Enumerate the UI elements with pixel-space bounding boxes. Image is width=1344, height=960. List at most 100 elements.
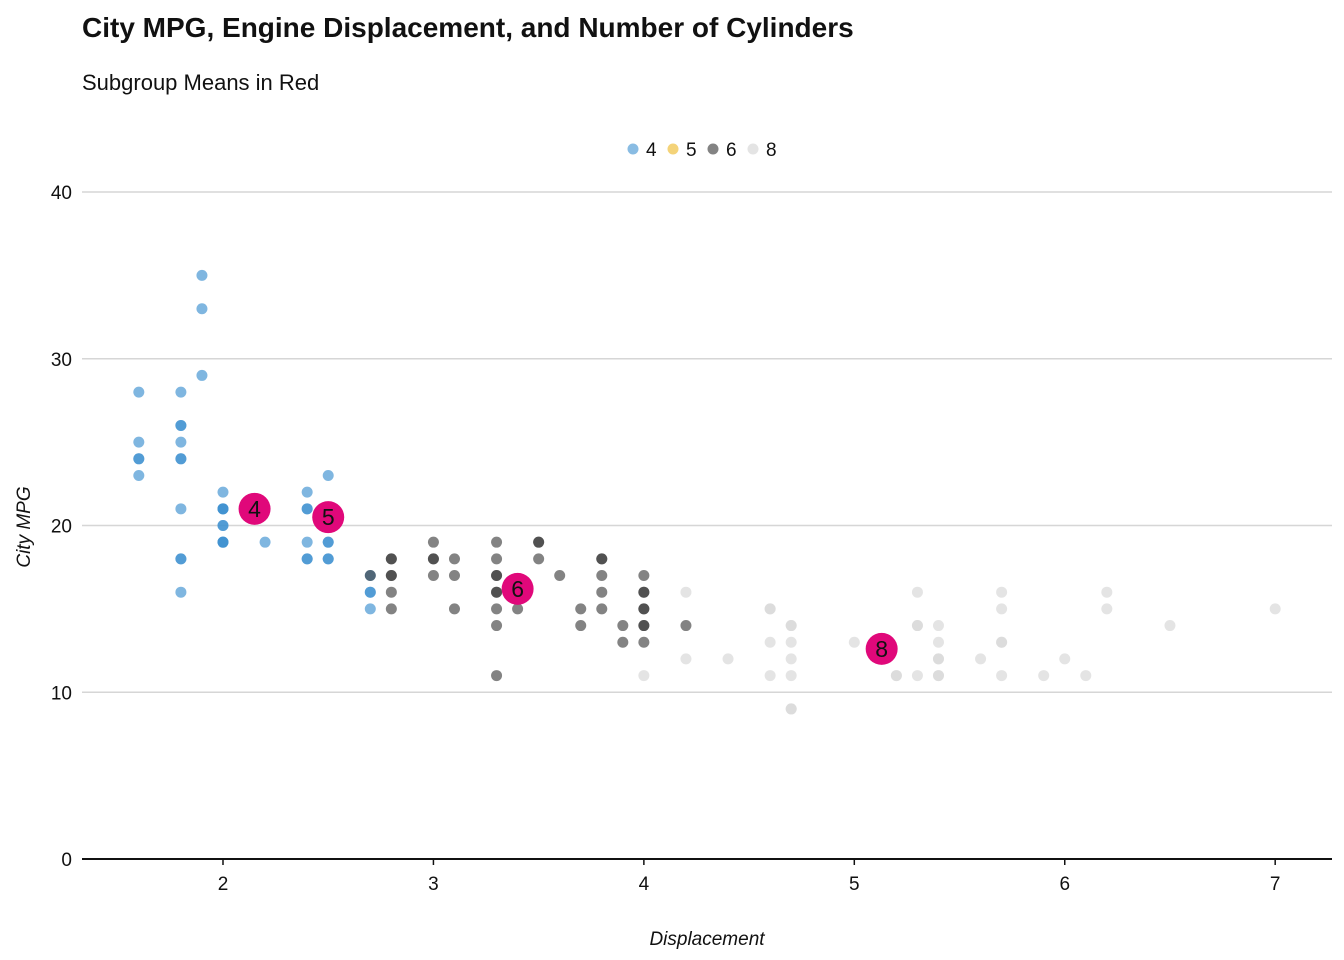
point-cyl6-7 (427, 536, 439, 548)
point-cyl4-32 (301, 536, 313, 548)
legend-swatch-5 (667, 143, 679, 155)
point-cyl6-15 (491, 553, 503, 565)
point-cyl6-33 (596, 603, 608, 615)
point-cyl8-2 (680, 653, 692, 665)
point-cyl8-33 (996, 636, 1008, 648)
point-cyl6-42 (638, 586, 650, 598)
x-tick-label-5: 5 (849, 874, 860, 895)
point-cyl4-28 (259, 536, 271, 548)
point-cyl8-22 (932, 620, 944, 632)
point-cyl4-21 (217, 503, 229, 515)
mean-marker-6 (501, 572, 534, 605)
point-cyl4-39 (322, 536, 334, 548)
point-cyl4-11 (175, 503, 187, 515)
point-cyl6-5 (385, 570, 397, 582)
legend-label-6: 6 (726, 140, 737, 161)
point-cyl8-38 (1101, 603, 1113, 615)
point-cyl6-20 (491, 670, 503, 682)
point-cyl4-17 (196, 369, 208, 381)
point-cyl6-34 (596, 553, 608, 565)
point-cyl8-3 (722, 653, 734, 665)
mean-marker-5 (312, 501, 345, 534)
x-tick-label-2: 2 (218, 874, 229, 895)
point-cyl6-18 (491, 603, 503, 615)
point-cyl6-12 (448, 570, 460, 582)
point-cyl6-23 (512, 603, 524, 615)
point-cyl4-4 (133, 469, 145, 481)
point-cyl8-28 (975, 653, 987, 665)
mean-marker-8 (865, 632, 898, 665)
x-axis-label: Displacement (649, 929, 765, 950)
point-cyl6-35 (617, 620, 629, 632)
point-cyl4-0 (133, 386, 145, 398)
point-cyl8-17 (890, 670, 902, 682)
point-cyl6-31 (596, 570, 608, 582)
legend-swatch-6 (707, 143, 719, 155)
y-tick-label-40: 40 (51, 183, 72, 204)
point-cyl4-31 (301, 503, 313, 515)
point-cyl4-14 (175, 586, 187, 598)
point-cyl8-37 (1101, 586, 1113, 598)
point-cyl8-0 (638, 670, 650, 682)
point-cyl8-36 (1080, 670, 1092, 682)
point-cyl6-21 (491, 570, 503, 582)
point-cyl6-45 (680, 620, 692, 632)
point-cyl6-9 (427, 553, 439, 565)
mean-label-5: 5 (322, 504, 335, 530)
point-cyl6-6 (385, 553, 397, 565)
point-cyl8-13 (785, 703, 797, 715)
chart-title: City MPG, Engine Displacement, and Numbe… (82, 12, 854, 43)
point-cyl6-10 (427, 570, 439, 582)
mean-marker-4 (238, 492, 271, 525)
point-cyl8-7 (764, 603, 776, 615)
point-cyl4-44 (364, 586, 376, 598)
point-cyl8-11 (785, 670, 797, 682)
subgroup-means: 4 5 6 8 (238, 492, 898, 665)
point-cyl4-5 (175, 386, 187, 398)
y-tick-label-10: 10 (51, 683, 72, 704)
mean-label-4: 4 (248, 496, 261, 522)
point-cyl6-41 (638, 636, 650, 648)
point-cyl6-32 (596, 586, 608, 598)
point-cyl8-30 (996, 603, 1008, 615)
x-tick-label-3: 3 (428, 874, 439, 895)
x-tick-label-7: 7 (1270, 874, 1281, 895)
point-cyl8-35 (1059, 653, 1071, 665)
point-cyl4-7 (175, 419, 187, 431)
point-cyl8-6 (764, 670, 776, 682)
point-cyl6-29 (575, 620, 587, 632)
grid-lines (82, 191, 1332, 693)
point-cyl4-10 (175, 453, 187, 465)
axes: 0 10 20 30 40 2 3 4 5 6 7 (51, 183, 1332, 895)
point-cyl6-28 (575, 603, 587, 615)
point-cyl4-29 (301, 486, 313, 498)
point-cyl8-27 (932, 670, 944, 682)
point-cyl8-34 (1038, 670, 1050, 682)
point-cyl6-37 (638, 570, 650, 582)
y-tick-label-20: 20 (51, 517, 72, 538)
point-cyl8-23 (932, 636, 944, 648)
point-cyl4-45 (364, 603, 376, 615)
point-cyl8-26 (932, 653, 944, 665)
y-tick-label-30: 30 (51, 350, 72, 371)
point-cyl6-27 (554, 570, 566, 582)
point-cyl4-18 (217, 486, 229, 498)
point-cyl6-3 (385, 586, 397, 598)
point-cyl4-23 (217, 520, 229, 531)
point-cyl8-21 (911, 620, 923, 632)
point-cyl6-26 (533, 553, 545, 565)
x-tick-label-6: 6 (1059, 874, 1070, 895)
point-cyl6-14 (491, 536, 503, 548)
legend-swatch-4 (627, 143, 639, 155)
legend-label-8: 8 (766, 140, 777, 161)
point-cyl4-26 (217, 536, 229, 548)
legend-swatch-8 (747, 143, 759, 155)
point-cyl6-36 (617, 636, 629, 648)
point-cyl4-35 (322, 469, 334, 481)
point-cyl6-43 (638, 603, 650, 615)
point-cyl8-20 (911, 670, 923, 682)
point-cyl4-16 (196, 303, 208, 315)
point-cyl4-13 (175, 553, 187, 565)
